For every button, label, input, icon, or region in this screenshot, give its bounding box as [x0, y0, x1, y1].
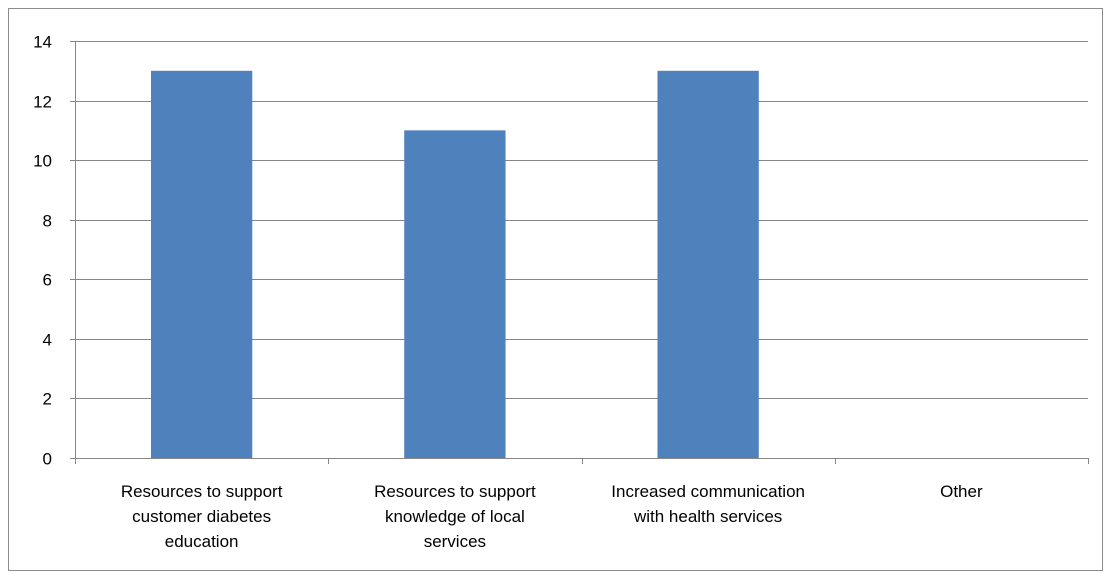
bar-1 [404, 130, 506, 458]
y-tick-label: 10 [33, 152, 52, 171]
y-tick-label: 8 [43, 212, 52, 231]
x-category-label-line: services [424, 532, 486, 551]
y-tick-label: 6 [43, 271, 52, 290]
bar-0 [150, 70, 253, 459]
x-category-label-line: education [165, 532, 239, 551]
x-category-label: Resources to support knowledge of local se… [374, 482, 536, 551]
y-tick-label: 12 [33, 93, 52, 112]
x-category-label: Resources to support customer diabetes edu… [121, 482, 283, 551]
x-category-label-line: Resources to support [374, 482, 536, 501]
x-category-label-line: with health services [633, 507, 782, 526]
x-category-label-line: Other [940, 482, 983, 501]
x-category-label-line: knowledge of local [385, 507, 525, 526]
x-category-label-line: Increased communication [611, 482, 805, 501]
y-tick-label: 4 [43, 331, 52, 350]
y-tick-label: 2 [43, 390, 52, 409]
x-category-label: Other [940, 482, 983, 501]
bar-2 [657, 70, 759, 459]
y-tick-label: 14 [33, 33, 52, 52]
x-category-label-line: Resources to support [121, 482, 283, 501]
y-tick-label: 0 [43, 450, 52, 469]
x-category-label-line: customer diabetes [132, 507, 271, 526]
x-category-label: Increased communication with health servi… [611, 482, 805, 526]
